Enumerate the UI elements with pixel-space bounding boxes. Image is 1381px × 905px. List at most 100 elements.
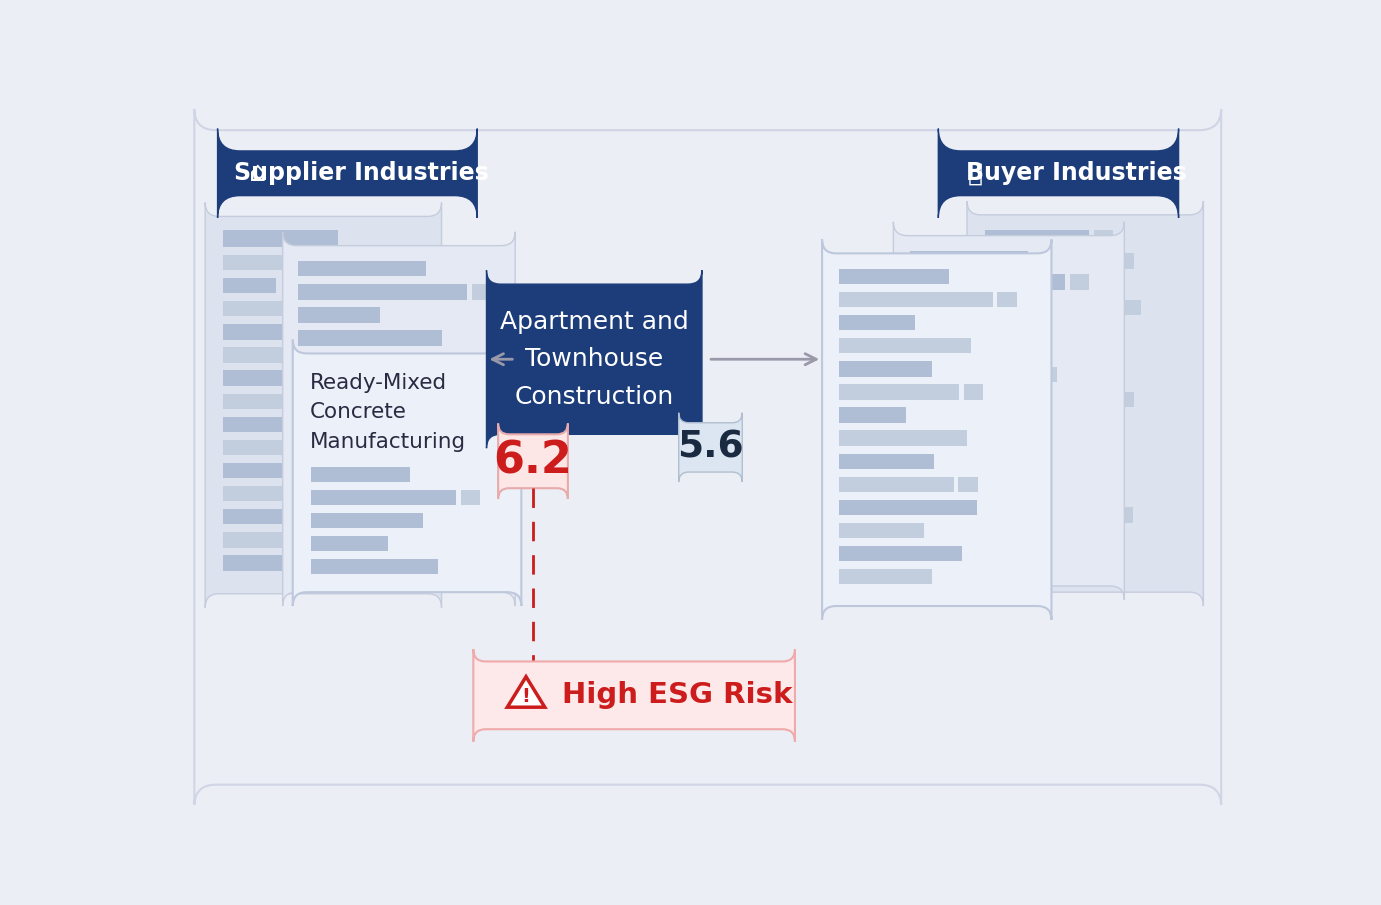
Bar bbox=[355, 555, 374, 570]
FancyBboxPatch shape bbox=[822, 240, 1051, 620]
Text: !: ! bbox=[522, 688, 530, 707]
FancyBboxPatch shape bbox=[474, 649, 795, 741]
FancyBboxPatch shape bbox=[894, 222, 1124, 600]
Bar bbox=[311, 559, 438, 575]
Bar bbox=[985, 508, 1109, 523]
Bar bbox=[438, 423, 458, 438]
FancyBboxPatch shape bbox=[967, 201, 1203, 606]
Bar bbox=[1032, 459, 1051, 474]
Bar bbox=[985, 554, 1114, 569]
Bar bbox=[406, 255, 425, 271]
Bar bbox=[311, 490, 456, 505]
Bar bbox=[997, 291, 1016, 308]
Text: High ESG Risk: High ESG Risk bbox=[562, 681, 793, 710]
Bar bbox=[985, 462, 1124, 477]
Bar bbox=[910, 251, 1029, 266]
Bar bbox=[311, 513, 423, 529]
Bar bbox=[985, 300, 1117, 315]
Text: Apartment and
Townhouse
Construction: Apartment and Townhouse Construction bbox=[500, 310, 689, 408]
Bar bbox=[298, 308, 380, 323]
Bar bbox=[298, 354, 403, 369]
FancyBboxPatch shape bbox=[218, 129, 478, 218]
Bar bbox=[910, 344, 1005, 359]
Bar bbox=[298, 538, 424, 554]
Bar bbox=[840, 385, 960, 400]
Bar bbox=[222, 532, 298, 548]
Bar bbox=[222, 555, 351, 570]
Bar bbox=[1114, 392, 1134, 407]
Bar bbox=[1070, 274, 1090, 290]
Bar bbox=[1037, 367, 1056, 382]
Bar bbox=[985, 346, 1105, 361]
FancyBboxPatch shape bbox=[293, 339, 522, 606]
Bar bbox=[910, 505, 997, 520]
Bar bbox=[352, 394, 371, 409]
Bar bbox=[910, 529, 1034, 544]
Polygon shape bbox=[507, 677, 544, 707]
Bar bbox=[222, 394, 347, 409]
Bar bbox=[329, 324, 348, 339]
Bar bbox=[840, 569, 932, 585]
FancyBboxPatch shape bbox=[938, 129, 1178, 218]
Bar bbox=[840, 269, 949, 284]
FancyBboxPatch shape bbox=[499, 424, 568, 499]
Bar bbox=[840, 338, 971, 354]
Bar bbox=[222, 230, 338, 247]
Bar bbox=[1094, 230, 1113, 245]
Bar bbox=[910, 436, 1007, 452]
Bar bbox=[222, 278, 276, 293]
Bar bbox=[222, 509, 342, 524]
Bar bbox=[985, 438, 1099, 453]
Bar bbox=[298, 446, 398, 462]
Bar bbox=[958, 477, 978, 492]
Bar bbox=[222, 255, 402, 271]
Bar bbox=[298, 376, 428, 392]
Bar bbox=[298, 423, 434, 438]
Bar bbox=[298, 561, 398, 576]
Bar bbox=[985, 392, 1110, 407]
FancyBboxPatch shape bbox=[195, 109, 1221, 806]
Bar bbox=[222, 486, 316, 501]
Bar bbox=[985, 530, 1080, 546]
Bar bbox=[840, 361, 932, 376]
Text: Supplier Industries: Supplier Industries bbox=[233, 161, 489, 186]
Bar bbox=[840, 291, 993, 308]
Bar bbox=[840, 477, 954, 492]
Bar bbox=[840, 546, 961, 561]
Bar bbox=[985, 230, 1090, 245]
Bar bbox=[298, 400, 366, 415]
Bar bbox=[472, 284, 492, 300]
Bar bbox=[298, 469, 416, 484]
Text: ⌂: ⌂ bbox=[249, 159, 267, 187]
Bar bbox=[985, 276, 1058, 291]
Bar bbox=[407, 354, 427, 369]
Bar bbox=[461, 490, 481, 505]
Bar bbox=[1113, 508, 1132, 523]
Bar bbox=[910, 482, 1051, 498]
Bar bbox=[840, 315, 916, 330]
Bar bbox=[910, 297, 987, 312]
Bar bbox=[910, 274, 1065, 290]
Bar bbox=[222, 416, 312, 432]
Text: 6.2: 6.2 bbox=[493, 440, 573, 482]
Bar bbox=[298, 261, 427, 276]
Bar bbox=[840, 500, 978, 515]
Bar bbox=[910, 413, 1039, 428]
FancyBboxPatch shape bbox=[678, 413, 742, 482]
Bar bbox=[311, 536, 388, 551]
Text: Ready-Mixed
Concrete
Manufacturing: Ready-Mixed Concrete Manufacturing bbox=[309, 373, 465, 452]
Bar bbox=[311, 467, 410, 482]
Bar bbox=[910, 367, 1033, 382]
Bar bbox=[985, 484, 1070, 500]
Bar bbox=[985, 415, 1080, 431]
Bar bbox=[298, 492, 442, 508]
Bar bbox=[298, 330, 442, 346]
Bar bbox=[840, 453, 934, 469]
Bar bbox=[298, 284, 467, 300]
Text: 5.6: 5.6 bbox=[677, 429, 744, 465]
Bar bbox=[985, 253, 1134, 269]
Bar bbox=[910, 390, 979, 405]
Bar bbox=[1121, 300, 1141, 315]
Text: ⦶: ⦶ bbox=[968, 161, 983, 186]
FancyBboxPatch shape bbox=[206, 203, 442, 607]
